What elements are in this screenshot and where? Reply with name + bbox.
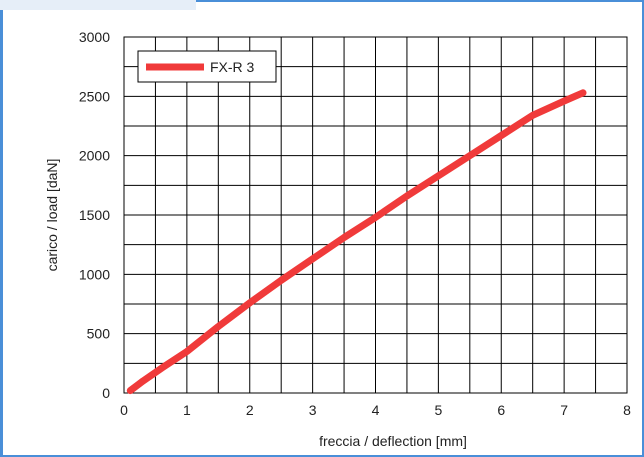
- y-tick-label: 2500: [79, 88, 110, 104]
- y-axis-label: carico / load [daN]: [44, 159, 60, 272]
- y-tick-labels: 0 500 1000 1500 2000 2500 3000: [79, 29, 110, 401]
- y-tick-label: 1000: [79, 266, 110, 282]
- x-tick-label: 8: [623, 402, 631, 418]
- legend: FX-R 3: [137, 50, 277, 83]
- y-tick-label: 500: [87, 326, 111, 342]
- x-tick-label: 4: [372, 402, 380, 418]
- tab-strip: [0, 0, 196, 10]
- y-tick-label: 0: [102, 385, 110, 401]
- x-axis-label: freccia / deflection [mm]: [319, 433, 467, 449]
- y-tick-label: 2000: [79, 148, 110, 164]
- series-group: [126, 89, 587, 395]
- x-tick-labels: 0 1 2 3 4 5 6 7 8: [120, 402, 631, 418]
- x-tick-label: 2: [246, 402, 254, 418]
- plot-border: [123, 36, 628, 394]
- x-tick-label: 1: [183, 402, 191, 418]
- x-tick-label: 7: [560, 402, 568, 418]
- x-tick-label: 0: [120, 402, 128, 418]
- y-tick-label: 3000: [79, 29, 110, 45]
- series-line-fx-r-3: [126, 89, 587, 395]
- y-tick-label: 1500: [79, 207, 110, 223]
- x-tick-label: 3: [309, 402, 317, 418]
- legend-label-fx-r-3: FX-R 3: [210, 59, 255, 75]
- x-tick-label: 5: [434, 402, 442, 418]
- x-tick-label: 6: [497, 402, 505, 418]
